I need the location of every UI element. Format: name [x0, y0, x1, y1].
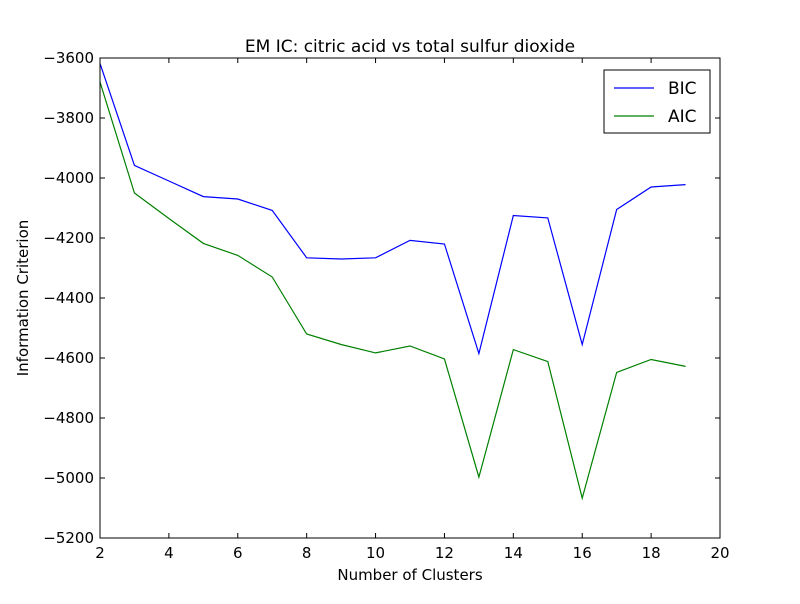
- y-axis-label: Information Criterion: [14, 220, 32, 377]
- y-tick-label: −4200: [43, 229, 94, 247]
- x-tick-label: 2: [95, 544, 105, 562]
- series-line-bic: [99, 63, 686, 356]
- x-tick-label: 10: [366, 544, 385, 562]
- y-tick-label: −4800: [43, 409, 94, 427]
- x-tick-label: 4: [164, 544, 174, 562]
- y-tick-label: −4000: [43, 169, 94, 187]
- y-tick-label: −3600: [43, 49, 94, 67]
- y-tick-label: −4400: [43, 289, 94, 307]
- legend: BIC AIC: [603, 69, 711, 134]
- x-tick-label: 12: [435, 544, 454, 562]
- y-tick-label: −5200: [43, 529, 94, 547]
- series-line-aic: [99, 81, 686, 501]
- legend-label-bic: BIC: [668, 79, 697, 99]
- x-tick-label: 20: [710, 544, 729, 562]
- x-axis-label: Number of Clusters: [337, 566, 482, 584]
- x-tick-label: 14: [504, 544, 523, 562]
- y-tick-label: −3800: [43, 109, 94, 127]
- y-tick-label: −5000: [43, 469, 94, 487]
- x-tick-label: 16: [573, 544, 592, 562]
- legend-label-aic: AIC: [668, 107, 697, 127]
- x-tick-label: 18: [642, 544, 661, 562]
- chart-title: EM IC: citric acid vs total sulfur dioxi…: [245, 37, 575, 57]
- y-tick-label: −4600: [43, 349, 94, 367]
- legend-box: [603, 69, 711, 134]
- x-tick-label: 6: [233, 544, 243, 562]
- x-tick-label: 8: [302, 544, 312, 562]
